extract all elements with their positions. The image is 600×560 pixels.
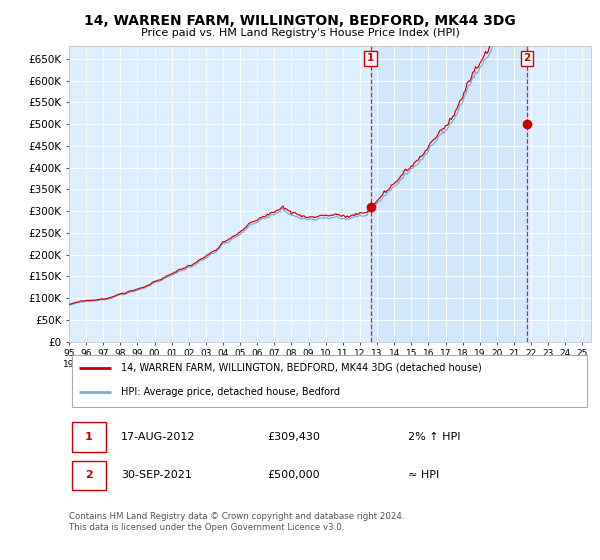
Text: Contains HM Land Registry data © Crown copyright and database right 2024.
This d: Contains HM Land Registry data © Crown c… <box>69 512 404 532</box>
Text: 14, WARREN FARM, WILLINGTON, BEDFORD, MK44 3DG: 14, WARREN FARM, WILLINGTON, BEDFORD, MK… <box>84 14 516 28</box>
Text: HPI: Average price, detached house, Bedford: HPI: Average price, detached house, Bedf… <box>121 387 340 397</box>
Text: 2: 2 <box>85 470 93 480</box>
Bar <box>371 46 527 342</box>
Text: 2: 2 <box>523 53 530 63</box>
Text: 2% ↑ HPI: 2% ↑ HPI <box>409 432 461 442</box>
Text: ≈ HPI: ≈ HPI <box>409 470 440 480</box>
Text: 17-AUG-2012: 17-AUG-2012 <box>121 432 196 442</box>
Text: £309,430: £309,430 <box>268 432 320 442</box>
Text: 1: 1 <box>367 53 374 63</box>
Text: £500,000: £500,000 <box>268 470 320 480</box>
Text: 14, WARREN FARM, WILLINGTON, BEDFORD, MK44 3DG (detached house): 14, WARREN FARM, WILLINGTON, BEDFORD, MK… <box>121 363 482 373</box>
FancyBboxPatch shape <box>71 355 587 407</box>
Text: 30-SEP-2021: 30-SEP-2021 <box>121 470 192 480</box>
Text: 1: 1 <box>85 432 93 442</box>
FancyBboxPatch shape <box>71 460 106 490</box>
Text: Price paid vs. HM Land Registry's House Price Index (HPI): Price paid vs. HM Land Registry's House … <box>140 28 460 38</box>
FancyBboxPatch shape <box>71 422 106 452</box>
